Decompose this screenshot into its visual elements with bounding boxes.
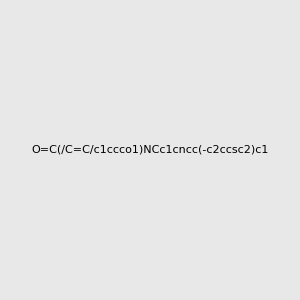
Text: O=C(/C=C/c1ccco1)NCc1cncc(-c2ccsc2)c1: O=C(/C=C/c1ccco1)NCc1cncc(-c2ccsc2)c1	[31, 145, 269, 155]
